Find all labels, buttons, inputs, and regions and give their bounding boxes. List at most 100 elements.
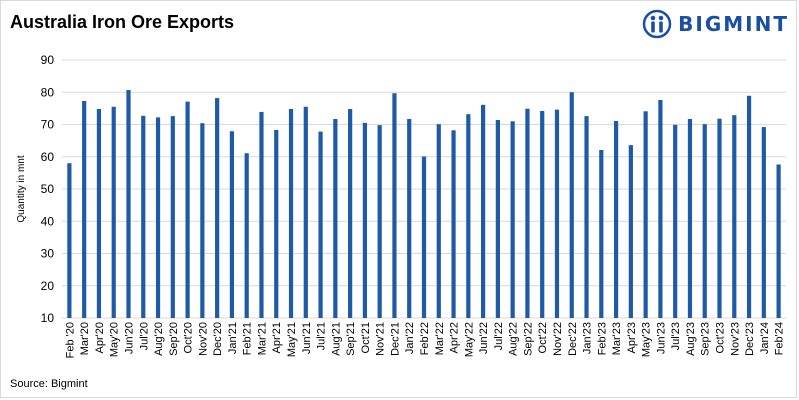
bar	[525, 108, 530, 318]
x-tick-label: Jul'20	[138, 322, 150, 350]
x-tick-label: Nov'22	[552, 322, 564, 356]
bar	[407, 119, 412, 318]
bar	[377, 125, 382, 319]
x-tick-label: Feb'21	[242, 322, 254, 355]
y-tick-label: 10	[41, 311, 55, 325]
bar	[333, 119, 338, 318]
bar	[717, 118, 722, 318]
x-tick-label: Dec'21	[389, 322, 401, 356]
bar	[466, 114, 471, 319]
x-tick-label: Jan'21	[227, 322, 239, 354]
bar	[392, 93, 397, 318]
x-tick-label: Mar'20	[79, 322, 91, 355]
x-tick-label: Feb'23	[596, 322, 608, 355]
y-tick-label: 70	[41, 118, 55, 132]
bar	[111, 106, 116, 318]
x-tick-label: Jan'22	[404, 322, 416, 354]
bar	[746, 95, 752, 318]
x-tick-label: Sep'21	[345, 322, 357, 356]
bar	[348, 109, 353, 319]
bar	[495, 119, 500, 318]
bar	[687, 119, 693, 318]
x-tick-label: May'22	[463, 322, 475, 357]
x-tick-label: Jan'23	[582, 322, 594, 354]
bar	[628, 145, 633, 318]
x-tick-label: Jun'21	[301, 322, 313, 354]
x-tick-label: Apr'23	[626, 322, 638, 353]
bar	[540, 110, 545, 318]
chart-title: Australia Iron Ore Exports	[10, 12, 235, 32]
x-tick-label: Apr'20	[94, 322, 106, 353]
x-tick-label: Apr'21	[271, 322, 283, 353]
bar	[436, 124, 441, 319]
y-tick-label: 60	[41, 150, 55, 164]
x-tick-label: Aug'23	[685, 322, 697, 356]
x-tick-label: Sep'20	[168, 322, 180, 356]
bar	[185, 101, 190, 318]
bar	[481, 104, 486, 318]
bigmint-logo-icon	[642, 9, 672, 39]
y-tick-label: 90	[41, 53, 55, 67]
x-tick-label: Oct'21	[360, 322, 372, 353]
y-tick-label: 30	[41, 247, 55, 261]
x-tick-label: Nov'23	[729, 322, 741, 356]
bar	[599, 149, 604, 318]
x-tick-label: Feb'22	[419, 322, 431, 355]
x-tick-label: Oct'22	[537, 322, 549, 353]
bar	[200, 123, 205, 319]
x-tick-label: Jan'24	[759, 322, 771, 354]
y-tick-label: 20	[41, 279, 55, 293]
x-tick-label: Jun'20	[123, 322, 135, 354]
bar	[141, 115, 146, 318]
bar	[569, 92, 574, 318]
x-tick-label: Oct'23	[715, 322, 727, 353]
x-tick-label: Nov'21	[375, 322, 387, 356]
x-tick-label: Jun'23	[655, 322, 667, 354]
x-tick-label: Mar'21	[256, 322, 268, 355]
bar	[451, 130, 456, 318]
bar	[244, 153, 249, 318]
x-tick-label: Jul'23	[670, 322, 682, 350]
y-tick-label: 50	[41, 182, 55, 196]
x-tick-label: Sep'23	[700, 322, 712, 356]
bar	[643, 111, 648, 318]
bar	[554, 109, 560, 318]
bar	[288, 109, 294, 319]
bar	[673, 124, 678, 318]
x-tick-label: Oct'20	[183, 322, 195, 353]
y-tick-label: 40	[41, 214, 55, 228]
x-tick-label: Jul'22	[493, 322, 505, 350]
bar	[96, 109, 102, 319]
x-tick-label: Dec'23	[744, 322, 756, 356]
x-tick-label: Sep'22	[522, 322, 534, 356]
x-tick-label: May'23	[641, 322, 653, 357]
bar	[82, 100, 87, 319]
bar	[259, 111, 264, 318]
source-note: Source: Bigmint	[10, 378, 88, 390]
x-tick-label: Jul'21	[316, 322, 328, 350]
bigmint-logo: BIGMINT	[642, 6, 789, 42]
x-tick-label: Aug'22	[508, 322, 520, 356]
y-axis-label: Quantity in mnt	[16, 155, 27, 222]
bar	[702, 124, 707, 319]
bar	[274, 129, 279, 318]
x-tick-label: May'20	[109, 322, 121, 357]
bar	[510, 121, 515, 319]
bar	[421, 156, 427, 318]
x-tick-label: Aug'21	[330, 322, 342, 356]
bar	[126, 89, 131, 319]
x-tick-label: Jun'22	[478, 322, 490, 354]
x-tick-label: Feb '20	[64, 322, 76, 358]
x-tick-label: Dec'22	[567, 322, 579, 356]
bar	[761, 127, 766, 318]
x-tick-label: May'21	[286, 322, 298, 357]
x-tick-label: Dec'20	[212, 322, 224, 356]
logo-text: BIGMINT	[678, 12, 789, 36]
bar	[776, 164, 781, 318]
x-tick-label: Mar'22	[434, 322, 446, 355]
bar	[658, 99, 663, 319]
x-tick-label: Nov'20	[197, 322, 209, 356]
bar	[215, 98, 220, 319]
